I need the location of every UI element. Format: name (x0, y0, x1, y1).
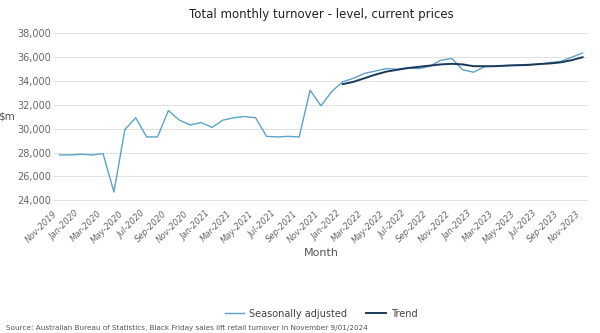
Seasonally adjusted (524, 62, 532, 66)
Seasonally adjusted (296, 135, 303, 139)
Seasonally adjusted (89, 153, 96, 157)
Seasonally adjusted (110, 190, 118, 194)
Seasonally adjusted (361, 71, 368, 75)
Trend (361, 76, 368, 80)
Seasonally adjusted (317, 104, 325, 108)
Trend (514, 63, 521, 67)
Seasonally adjusted (100, 152, 107, 156)
Trend (568, 58, 575, 62)
Seasonally adjusted (437, 58, 445, 62)
Trend (492, 64, 499, 68)
Seasonally adjusted (427, 64, 434, 68)
Seasonally adjusted (372, 69, 379, 73)
Line: Seasonally adjusted: Seasonally adjusted (59, 53, 583, 192)
Trend (546, 62, 553, 66)
Seasonally adjusted (132, 116, 139, 120)
Seasonally adjusted (252, 116, 259, 120)
Seasonally adjusted (459, 68, 466, 72)
Seasonally adjusted (350, 76, 357, 80)
Trend (557, 60, 565, 64)
Seasonally adjusted (328, 89, 335, 93)
Text: Source: Australian Bureau of Statistics, Black Friday sales lift retail turnover: Source: Australian Bureau of Statistics,… (6, 325, 368, 331)
Seasonally adjusted (154, 135, 161, 139)
Seasonally adjusted (285, 134, 292, 138)
Seasonally adjusted (220, 118, 227, 122)
Trend (481, 64, 488, 68)
Seasonally adjusted (394, 67, 401, 71)
Trend (524, 63, 532, 67)
Seasonally adjusted (230, 116, 238, 120)
Trend (503, 64, 510, 68)
Seasonally adjusted (448, 56, 455, 60)
Trend (339, 82, 346, 86)
Seasonally adjusted (241, 115, 248, 119)
Trend (459, 62, 466, 66)
Seasonally adjusted (492, 64, 499, 68)
Seasonally adjusted (56, 153, 63, 157)
Seasonally adjusted (568, 55, 575, 59)
Seasonally adjusted (503, 64, 510, 68)
Seasonally adjusted (143, 135, 150, 139)
Trend (535, 62, 542, 66)
Trend (437, 62, 445, 66)
Seasonally adjusted (481, 65, 488, 69)
Trend (372, 73, 379, 77)
Seasonally adjusted (176, 118, 183, 122)
Seasonally adjusted (339, 80, 346, 84)
Seasonally adjusted (404, 66, 412, 70)
Seasonally adjusted (208, 125, 215, 129)
Seasonally adjusted (165, 109, 172, 113)
Seasonally adjusted (470, 70, 477, 74)
Trend (427, 64, 434, 68)
Trend (579, 55, 586, 59)
Seasonally adjusted (514, 63, 521, 67)
Seasonally adjusted (263, 134, 270, 138)
Trend (394, 68, 401, 72)
Y-axis label: $m: $m (0, 112, 14, 122)
Seasonally adjusted (67, 153, 74, 157)
Seasonally adjusted (546, 61, 553, 65)
Seasonally adjusted (187, 123, 194, 127)
Seasonally adjusted (579, 51, 586, 55)
Seasonally adjusted (557, 59, 565, 63)
Seasonally adjusted (383, 67, 390, 71)
Trend (448, 62, 455, 66)
Seasonally adjusted (197, 121, 205, 125)
Legend: Seasonally adjusted, Trend: Seasonally adjusted, Trend (221, 305, 421, 323)
Seasonally adjusted (77, 152, 85, 156)
Title: Total monthly turnover - level, current prices: Total monthly turnover - level, current … (188, 8, 454, 21)
Seasonally adjusted (535, 62, 542, 66)
Trend (350, 80, 357, 84)
X-axis label: Month: Month (304, 248, 338, 258)
Seasonally adjusted (415, 67, 422, 71)
Trend (470, 64, 477, 68)
Trend (383, 70, 390, 74)
Line: Trend: Trend (343, 57, 583, 84)
Seasonally adjusted (274, 135, 281, 139)
Seasonally adjusted (307, 88, 314, 92)
Trend (415, 65, 422, 69)
Seasonally adjusted (121, 128, 128, 132)
Trend (404, 66, 412, 70)
